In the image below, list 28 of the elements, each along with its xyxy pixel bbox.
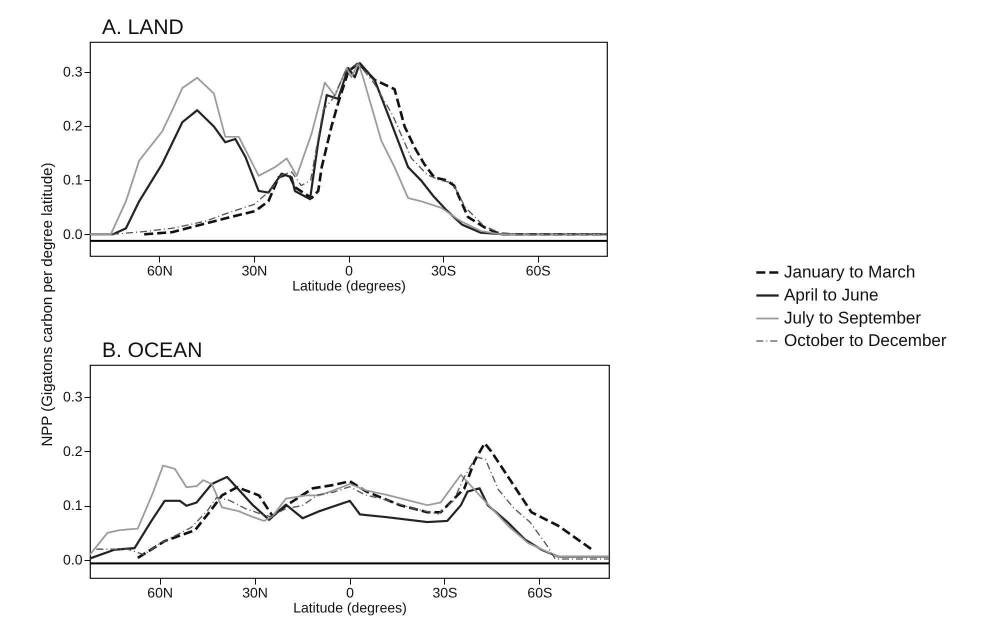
x-tick-label: 60N xyxy=(147,584,173,600)
line-series xyxy=(136,442,594,560)
x-tick-label: 30N xyxy=(242,262,268,278)
x-tick-label: 60S xyxy=(527,584,552,600)
x-axis-title: Latitude (degrees) xyxy=(293,600,407,616)
legend-label: April to June xyxy=(784,286,878,304)
x-tick-label: 30S xyxy=(432,584,458,600)
y-tick-label: 0.0 xyxy=(63,226,83,242)
chart-title: B. OCEAN xyxy=(102,339,202,362)
y-tick-label: 0.1 xyxy=(63,497,83,514)
y-axis-title: NPP (Gigatons carbon per degree latitude) xyxy=(39,162,56,447)
y-tick-label: 0.3 xyxy=(63,388,83,405)
y-tick-label: 0.2 xyxy=(63,117,83,134)
y-tick-label: 0.1 xyxy=(63,172,83,188)
x-tick-label: 30S xyxy=(431,262,456,278)
x-tick-label: 0 xyxy=(346,584,354,600)
y-tick-label: 0.3 xyxy=(63,63,83,80)
x-tick-label: 60N xyxy=(147,262,173,278)
y-tick-label: 0.2 xyxy=(63,442,83,459)
x-tick-label: 60S xyxy=(526,262,551,278)
legend-label: January to March xyxy=(784,262,916,282)
x-tick-label: 0 xyxy=(345,262,354,278)
y-tick-label: 0.0 xyxy=(63,552,83,568)
chart-title: A. LAND xyxy=(102,16,184,39)
legend-label: July to September xyxy=(784,308,922,328)
x-axis-title: Latitude (degrees) xyxy=(292,278,406,294)
x-tick-label: 30N xyxy=(242,584,268,600)
legend-label: October to December xyxy=(784,331,947,350)
